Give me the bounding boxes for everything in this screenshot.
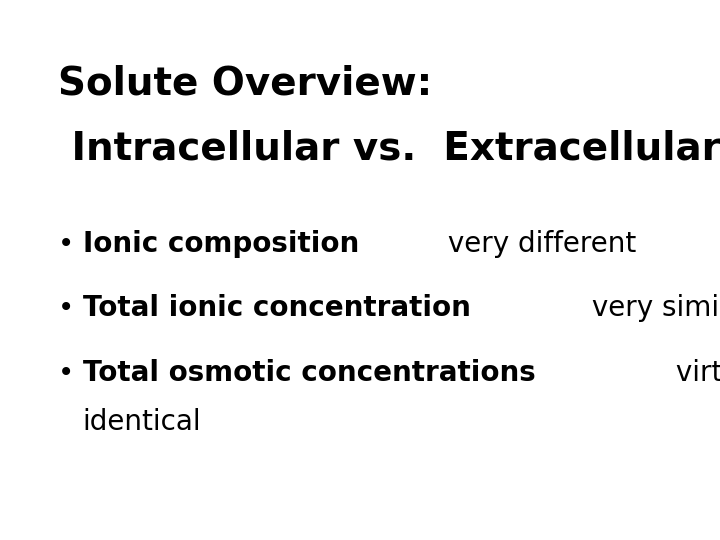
Text: Ionic composition: Ionic composition (83, 230, 359, 258)
Text: Total ionic concentration: Total ionic concentration (83, 294, 471, 322)
Text: Solute Overview:: Solute Overview: (58, 65, 432, 103)
Text: identical: identical (83, 408, 202, 436)
Text: •: • (58, 359, 74, 387)
Text: •: • (58, 230, 74, 258)
Text: virtually: virtually (667, 359, 720, 387)
Text: very different: very different (439, 230, 636, 258)
Text: •: • (58, 294, 74, 322)
Text: very similar: very similar (583, 294, 720, 322)
Text: Total osmotic concentrations: Total osmotic concentrations (83, 359, 536, 387)
Text: Intracellular vs.  Extracellular: Intracellular vs. Extracellular (58, 130, 720, 167)
